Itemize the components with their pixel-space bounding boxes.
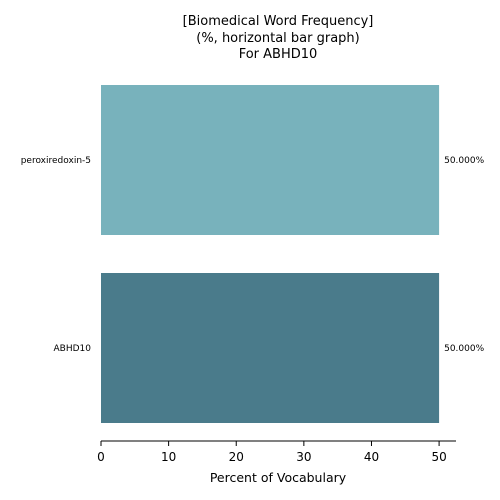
category-label-0: peroxiredoxin-5 bbox=[21, 156, 91, 166]
x-axis: 0 10 20 30 40 50 bbox=[97, 440, 456, 464]
x-tick-label-2: 20 bbox=[229, 450, 244, 464]
chart-title-line-3: For ABHD10 bbox=[239, 47, 318, 62]
x-axis-label: Percent of Vocabulary bbox=[210, 470, 347, 485]
bar-0 bbox=[101, 85, 440, 235]
chart-title-line-1: [Biomedical Word Frequency] bbox=[183, 14, 374, 29]
bars-group: peroxiredoxin-5 50.000% ABHD10 50.000% bbox=[21, 85, 485, 423]
chart-title: [Biomedical Word Frequency] (%, horizont… bbox=[183, 14, 374, 62]
chart-title-line-2: (%, horizontal bar graph) bbox=[196, 31, 359, 46]
x-tick-label-4: 40 bbox=[364, 450, 379, 464]
x-tick-label-3: 30 bbox=[296, 450, 311, 464]
category-label-1: ABHD10 bbox=[54, 344, 92, 354]
x-tick-label-0: 0 bbox=[97, 450, 105, 464]
value-label-1: 50.000% bbox=[444, 344, 484, 354]
value-label-0: 50.000% bbox=[444, 156, 484, 166]
x-tick-label-5: 50 bbox=[431, 450, 446, 464]
x-tick-label-1: 10 bbox=[161, 450, 176, 464]
bar-1 bbox=[101, 273, 440, 423]
